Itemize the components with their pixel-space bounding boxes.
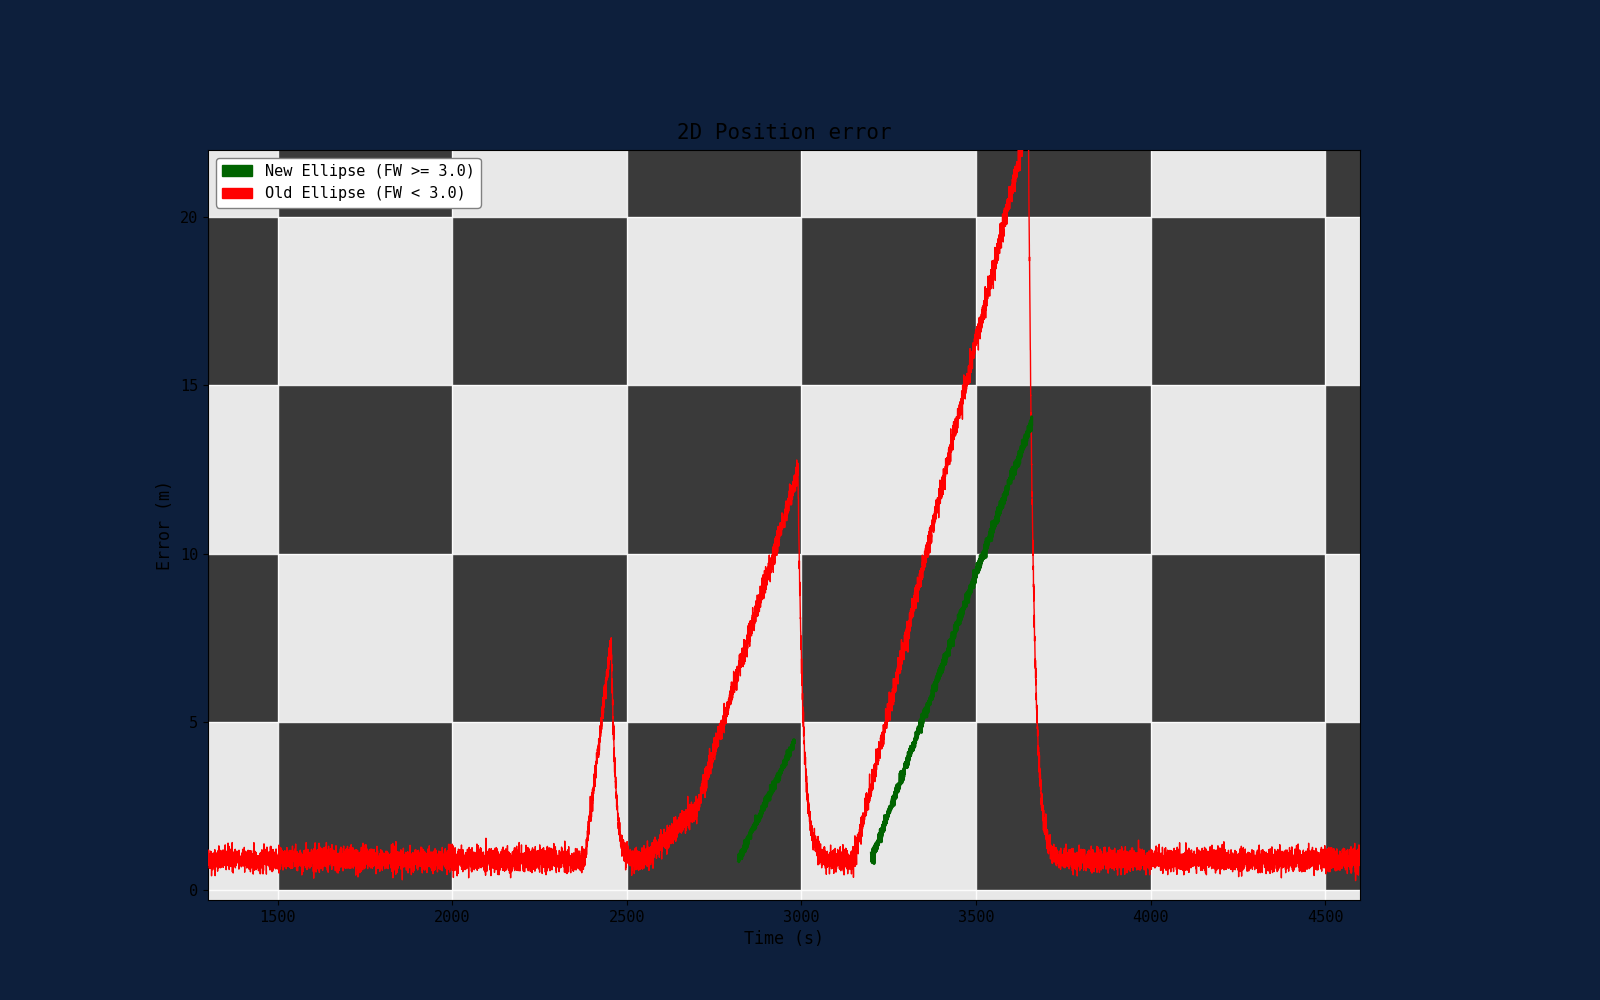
Old Ellipse (FW < 3.0) xyxy=(805,829,824,841)
Bar xyxy=(1150,150,1325,217)
Bar xyxy=(976,217,1150,385)
Old Ellipse (FW < 3.0) xyxy=(1018,109,1037,121)
Bar xyxy=(1150,217,1325,385)
Bar xyxy=(278,722,453,890)
Bar xyxy=(1325,554,1360,722)
Bar xyxy=(1150,554,1325,722)
Bar xyxy=(802,150,976,217)
Old Ellipse (FW < 3.0) xyxy=(899,625,918,637)
Bar xyxy=(1325,150,1360,217)
Bar xyxy=(802,217,976,385)
Bar xyxy=(208,217,278,385)
Bar xyxy=(802,385,976,554)
Bar xyxy=(278,385,453,554)
Bar xyxy=(278,554,453,722)
Bar xyxy=(1150,385,1325,554)
Bar xyxy=(627,385,802,554)
Old Ellipse (FW < 3.0) xyxy=(259,846,278,858)
Bar xyxy=(208,385,278,554)
Bar xyxy=(627,722,802,890)
Bar xyxy=(976,554,1150,722)
Bar xyxy=(278,217,453,385)
Line: Old Ellipse (FW < 3.0): Old Ellipse (FW < 3.0) xyxy=(208,115,1360,881)
Old Ellipse (FW < 3.0) xyxy=(1350,857,1370,869)
Bar xyxy=(627,150,802,217)
Old Ellipse (FW < 3.0) xyxy=(198,848,218,860)
Y-axis label: Error (m): Error (m) xyxy=(157,480,174,570)
Bar xyxy=(453,385,627,554)
Old Ellipse (FW < 3.0) xyxy=(789,464,808,476)
Old Ellipse (FW < 3.0) xyxy=(1346,875,1365,887)
Bar xyxy=(208,722,278,890)
Bar xyxy=(453,722,627,890)
Bar xyxy=(453,150,627,217)
Old Ellipse (FW < 3.0) xyxy=(370,855,389,867)
Title: 2D Position error: 2D Position error xyxy=(677,123,891,143)
Bar xyxy=(208,150,278,217)
Bar xyxy=(1325,385,1360,554)
New Ellipse (FW >= 3.0) xyxy=(899,750,918,762)
Bar xyxy=(802,554,976,722)
Bar xyxy=(453,217,627,385)
Legend: New Ellipse (FW >= 3.0), Old Ellipse (FW < 3.0): New Ellipse (FW >= 3.0), Old Ellipse (FW… xyxy=(216,158,480,208)
Bar xyxy=(976,722,1150,890)
Bar xyxy=(627,217,802,385)
Bar xyxy=(208,554,278,722)
Bar xyxy=(1325,722,1360,890)
Bar xyxy=(976,385,1150,554)
X-axis label: Time (s): Time (s) xyxy=(744,930,824,948)
Bar xyxy=(976,150,1150,217)
Bar xyxy=(453,554,627,722)
Line: New Ellipse (FW >= 3.0): New Ellipse (FW >= 3.0) xyxy=(739,417,1032,864)
Bar xyxy=(1150,722,1325,890)
Bar xyxy=(278,150,453,217)
Bar xyxy=(1325,217,1360,385)
Bar xyxy=(627,554,802,722)
Bar xyxy=(802,722,976,890)
Old Ellipse (FW < 3.0) xyxy=(496,856,515,868)
